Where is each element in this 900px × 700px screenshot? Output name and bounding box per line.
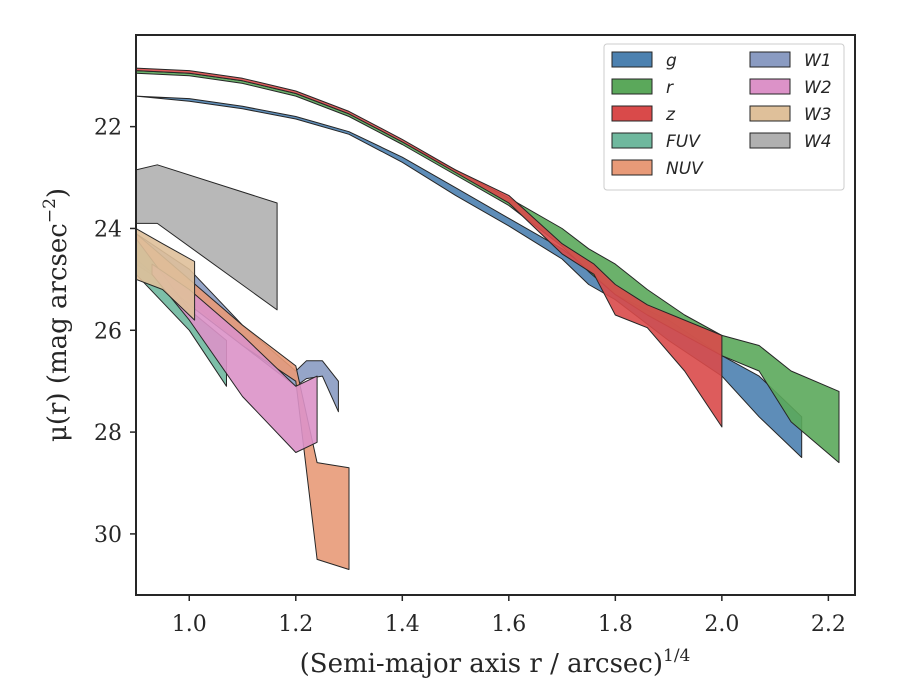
y-tick-label: 22 — [94, 116, 122, 141]
legend-label: FUV — [666, 132, 701, 152]
legend-item-w4: W4 — [749, 132, 832, 152]
legend-label: W3 — [804, 105, 832, 125]
legend-item-r: r — [611, 78, 674, 98]
legend-item-g: g — [611, 51, 677, 71]
x-tick-label: 1.8 — [598, 612, 633, 637]
legend-swatch — [611, 132, 653, 149]
x-tick-label: 2.2 — [811, 612, 846, 637]
band-w4 — [136, 164, 278, 311]
x-axis-title-text: (Semi-major axis r / arcsec) — [300, 649, 663, 679]
legend-swatch — [611, 78, 653, 95]
legend-label: g — [666, 51, 677, 71]
y-axis-title: μ(r) (mag arcsec−2) — [40, 188, 73, 442]
plot-frame — [135, 34, 856, 596]
legend-item-nuv: NUV — [611, 159, 704, 179]
x-tick-label: 1.2 — [278, 612, 313, 637]
y-tick-label: 28 — [94, 421, 122, 446]
y-tick-label: 26 — [94, 319, 122, 344]
y-axis-title-text: μ(r) (mag arcsec — [43, 223, 73, 442]
band-z — [136, 67, 723, 428]
legend-label: W1 — [804, 51, 832, 71]
y-axis-title-superscript: −2 — [40, 198, 60, 223]
legend-label: W2 — [804, 78, 832, 98]
legend-label: r — [666, 78, 674, 98]
legend-label: NUV — [666, 159, 704, 179]
x-tick-label: 1.6 — [491, 612, 526, 637]
legend-item-w2: W2 — [749, 78, 832, 98]
legend-label: W4 — [804, 132, 832, 152]
legend-item-z: z — [611, 105, 676, 125]
legend-item-w1: W1 — [749, 51, 832, 71]
ticks-layer: 1.0 1.2 1.4 1.6 1.8 2.0 2.2 22 24 26 28 30 — [94, 116, 846, 637]
legend-swatch — [611, 51, 653, 68]
band-g — [136, 95, 803, 458]
x-axis-title: (Semi-major axis r / arcsec)1/4 — [300, 646, 691, 679]
series-layer — [136, 67, 840, 570]
legend-swatch — [611, 105, 653, 122]
band-w3 — [136, 228, 196, 321]
legend-swatch — [749, 132, 791, 149]
legend: grz FUV NUV W1 W2 W3 W4 — [603, 43, 845, 191]
y-tick-label: 30 — [94, 523, 122, 548]
legend-item-fuv: FUV — [611, 132, 701, 152]
legend-swatch — [749, 105, 791, 122]
legend-swatch — [611, 159, 653, 176]
legend-swatch — [749, 78, 791, 95]
legend-swatch — [749, 51, 791, 68]
x-tick-label: 1.0 — [172, 612, 207, 637]
x-tick-label: 2.0 — [704, 612, 739, 637]
x-tick-label: 1.4 — [385, 612, 420, 637]
y-axis-title-suffix: ) — [43, 188, 73, 198]
y-tick-label: 24 — [94, 217, 122, 242]
x-axis-title-superscript: 1/4 — [663, 646, 690, 666]
legend-label: z — [665, 105, 676, 125]
legend-item-w3: W3 — [749, 105, 832, 125]
